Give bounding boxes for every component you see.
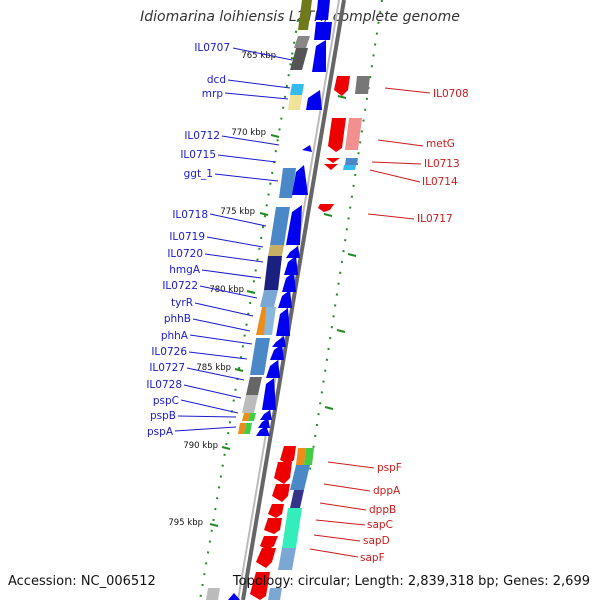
gene-label: hmgA <box>169 264 201 276</box>
outer-left-guide <box>199 19 299 600</box>
gene-label: sapF <box>360 552 385 564</box>
gene-label: pspF <box>377 462 402 474</box>
gene-label: IL0722 <box>162 280 198 292</box>
gene-label: IL0728 <box>146 379 182 391</box>
position-labels: 765 kbp 770 kbp 775 kbp 780 kbp 785 kbp … <box>168 51 276 528</box>
forward-strand-genes <box>228 0 332 600</box>
left-gene-labels: IL0707 dcd mrp IL0712 IL0715 ggt_1 IL071… <box>146 42 230 438</box>
gene-label: IL0707 <box>194 42 230 54</box>
gene-label: ggt_1 <box>184 168 213 180</box>
gene-label: dppB <box>369 504 396 516</box>
gene-label: IL0712 <box>184 130 220 142</box>
gene-label: IL0708 <box>433 88 469 100</box>
gene-label: tyrR <box>171 297 193 309</box>
position-label: 790 kbp <box>183 441 218 451</box>
gene-label: IL0727 <box>149 362 185 374</box>
position-label: 795 kbp <box>168 518 203 528</box>
position-label: 765 kbp <box>241 51 276 61</box>
gene-label: phhB <box>164 313 191 325</box>
gene-label: dppA <box>373 485 401 497</box>
gene-label: IL0715 <box>180 149 216 161</box>
gene-label: dcd <box>207 74 226 86</box>
gene-label: IL0713 <box>424 158 460 170</box>
gene-label: IL0714 <box>422 176 458 188</box>
backbone-line <box>241 0 346 600</box>
gene-label: sapC <box>367 519 393 531</box>
gene-label: sapD <box>363 535 390 547</box>
right-feature-track <box>206 76 370 600</box>
gene-label: phhA <box>161 330 189 342</box>
gene-label: mrp <box>202 88 224 100</box>
position-label: 785 kbp <box>196 363 231 373</box>
topology-text: Topology: circular; Length: 2,839,318 bp… <box>232 574 590 589</box>
gene-label: IL0717 <box>417 213 453 225</box>
gene-label: pspA <box>147 426 174 438</box>
gene-label: IL0718 <box>172 209 208 221</box>
position-label: 775 kbp <box>220 207 255 217</box>
position-label: 770 kbp <box>231 128 266 138</box>
gene-label: IL0720 <box>167 248 203 260</box>
left-feature-track <box>238 0 312 434</box>
position-label: 780 kbp <box>209 285 244 295</box>
gene-label: IL0719 <box>169 231 205 243</box>
gene-label: IL0726 <box>151 346 187 358</box>
reverse-strand-genes <box>250 76 350 600</box>
outer-right-guide <box>309 0 383 471</box>
gene-label: pspB <box>150 410 176 422</box>
left-leader-lines <box>174 47 293 432</box>
right-gene-labels: IL0708 metG IL0713 IL0714 IL0717 pspF dp… <box>360 88 469 564</box>
right-leader-lines <box>309 87 431 558</box>
gene-label: metG <box>426 138 455 150</box>
gene-label: pspC <box>153 395 179 407</box>
accession-text: Accession: NC_006512 <box>8 574 156 589</box>
